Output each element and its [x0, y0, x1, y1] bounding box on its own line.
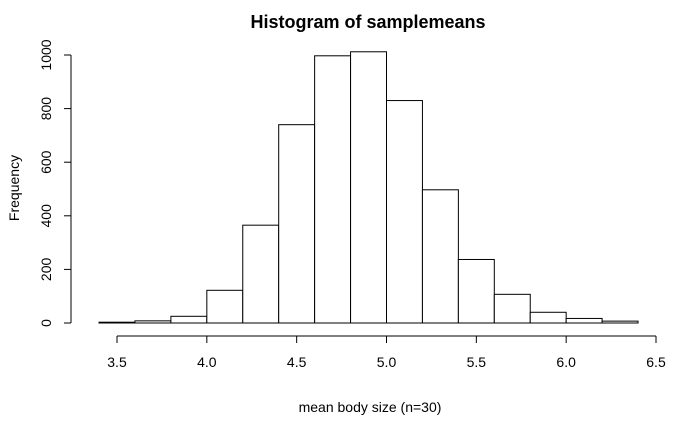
histogram-bar	[493, 293, 531, 324]
histogram-bar	[314, 55, 352, 324]
histogram-bar	[278, 124, 316, 324]
x-tick-label: 5.5	[467, 354, 487, 370]
y-tick-label: 1000	[38, 39, 54, 70]
x-tick-label: 5.0	[377, 354, 397, 370]
y-tick-label: 400	[38, 204, 54, 228]
histogram-bar	[457, 258, 495, 324]
histogram-bar	[565, 317, 603, 324]
x-tick-label: 4.5	[287, 354, 307, 370]
histogram-bar	[601, 320, 639, 324]
histogram-bar	[206, 289, 244, 324]
y-axis: 0 200 400 600 800 1000	[38, 39, 72, 327]
histogram-bar	[134, 320, 172, 324]
histogram-bar	[421, 189, 459, 324]
histogram-bar	[242, 224, 280, 324]
x-tick-label: 4.0	[197, 354, 217, 370]
x-axis-label: mean body size (n=30)	[299, 399, 442, 415]
histogram-bar	[350, 51, 388, 324]
y-tick-label: 800	[38, 97, 54, 121]
histogram-bar	[386, 100, 423, 324]
histogram-bar	[529, 311, 567, 324]
x-tick-label: 6.0	[556, 354, 576, 370]
x-axis: 3.5 4.0 4.5 5.0 5.5 6.0 6.5	[107, 335, 666, 370]
bars-group	[98, 51, 639, 324]
y-axis-label: Frequency	[6, 155, 22, 221]
y-tick-label: 0	[38, 319, 54, 327]
histogram-bar	[170, 315, 208, 324]
y-tick-label: 200	[38, 258, 54, 282]
x-tick-label: 3.5	[107, 354, 127, 370]
histogram-bar	[98, 321, 136, 324]
chart-title: Histogram of samplemeans	[250, 12, 485, 32]
x-tick-label: 6.5	[646, 354, 666, 370]
y-tick-label: 600	[38, 150, 54, 174]
